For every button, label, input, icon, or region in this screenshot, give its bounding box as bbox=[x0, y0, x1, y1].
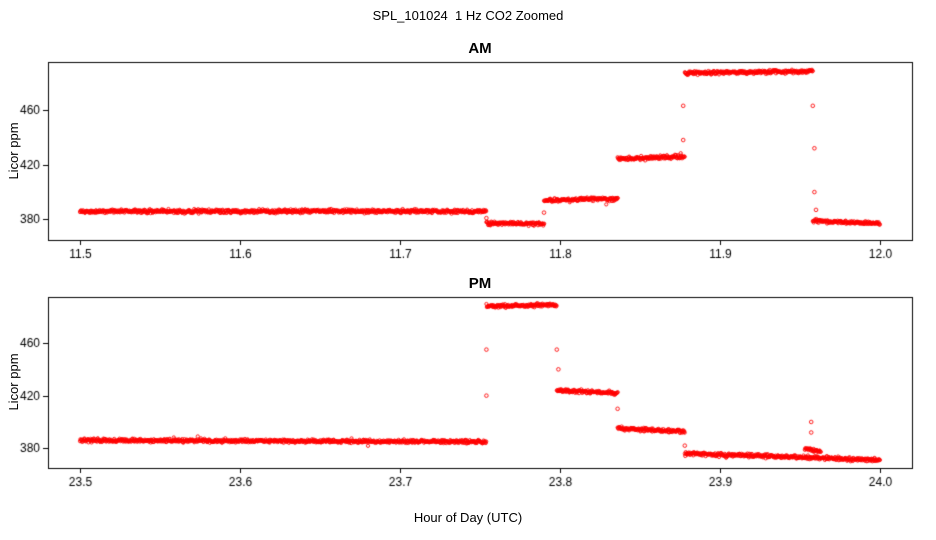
pm-panel-title: PM bbox=[468, 275, 492, 292]
pm-y-axis-label: Licor ppm bbox=[6, 353, 21, 411]
plot-main-title: SPL_101024 1 Hz CO2 Zoomed bbox=[372, 8, 564, 23]
am-panel-title: AM bbox=[468, 40, 492, 57]
am-y-axis-label: Licor ppm bbox=[6, 122, 21, 180]
x-axis-label: Hour of Day (UTC) bbox=[413, 510, 523, 525]
